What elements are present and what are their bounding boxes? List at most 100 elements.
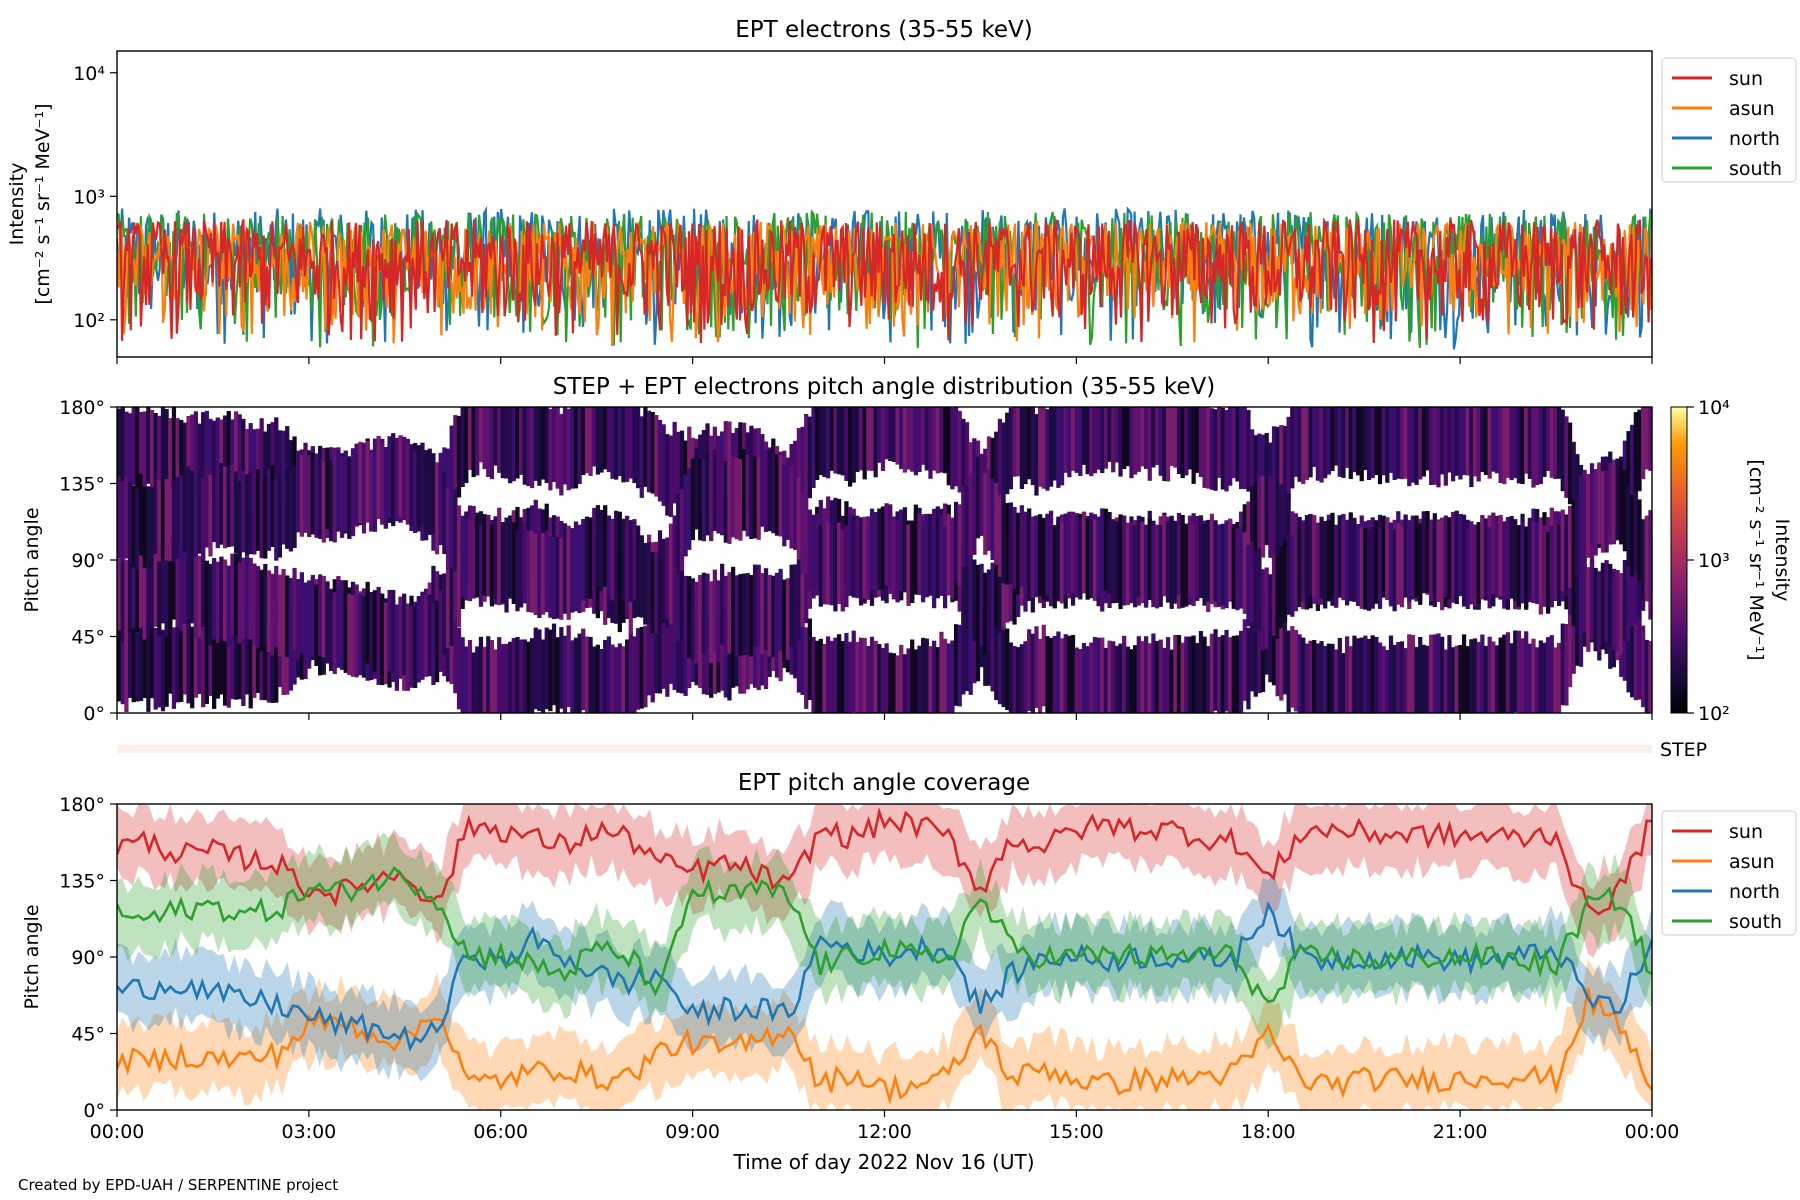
- heatmap-cell: [1198, 631, 1204, 713]
- heatmap-cell: [906, 524, 911, 606]
- heatmap-cell: [1450, 647, 1456, 713]
- heatmap-cell: [131, 547, 136, 629]
- heatmap-cell: [1070, 635, 1076, 713]
- heatmap-cell: [752, 564, 758, 647]
- heatmap-cell: [603, 505, 608, 587]
- heatmap-cell: [204, 410, 209, 493]
- heatmap-cell: [1103, 407, 1109, 469]
- heatmap-cell: [632, 636, 637, 713]
- heatmap-cell: [1370, 527, 1375, 609]
- heatmap-cell: [354, 595, 359, 678]
- heatmap-cell: [149, 487, 155, 569]
- heatmap-cell: [489, 407, 495, 480]
- heatmap-cell: [1520, 407, 1525, 485]
- heatmap-cell: [683, 575, 688, 658]
- heatmap-cell: [888, 504, 893, 586]
- heatmap-cell: [836, 407, 842, 475]
- heatmap-cell: [160, 407, 166, 485]
- heatmap-cell: [540, 407, 546, 480]
- heatmap-cell: [1531, 521, 1536, 603]
- heatmap-cell: [1136, 636, 1141, 713]
- heatmap-cell: [522, 521, 527, 604]
- heatmap-cell: [1502, 527, 1507, 609]
- heatmap-cell: [635, 628, 641, 710]
- heatmap-cell: [1637, 499, 1642, 581]
- heatmap-cell: [1443, 649, 1448, 713]
- heatmap-cell: [1447, 407, 1452, 473]
- heatmap-cell: [420, 598, 425, 680]
- heatmap-cell: [826, 407, 831, 479]
- heatmap-cell: [281, 462, 286, 545]
- heatmap-cell: [310, 452, 315, 535]
- heatmap-cell: [175, 477, 180, 559]
- heatmap-cell: [826, 636, 831, 713]
- heatmap-cell: [208, 614, 213, 696]
- heatmap-cell: [1023, 407, 1028, 485]
- heatmap-cell: [529, 638, 535, 713]
- heatmap-cell: [1019, 407, 1024, 489]
- heatmap-cell: [1571, 499, 1576, 581]
- heatmap-cell: [990, 478, 995, 560]
- heatmap-cell: [1527, 407, 1532, 479]
- heatmap-cell: [818, 407, 823, 476]
- heatmap-cell: [1619, 462, 1624, 545]
- series-line-sun: [117, 216, 1652, 344]
- heatmap-cell: [632, 519, 637, 601]
- heatmap-cell: [1440, 407, 1445, 475]
- heatmap-cell: [1246, 544, 1251, 627]
- panel3-title: EPT pitch angle coverage: [738, 770, 1030, 796]
- heatmap-cell: [1549, 407, 1554, 478]
- heatmap-cell: [595, 644, 601, 713]
- heatmap-cell: [358, 441, 363, 524]
- heatmap-cell: [807, 509, 812, 592]
- heatmap-cell: [1407, 634, 1412, 713]
- heatmap-cell: [1560, 409, 1565, 492]
- heatmap-cell: [975, 456, 981, 539]
- heatmap-cell: [694, 447, 699, 530]
- heatmap-cell: [263, 477, 268, 559]
- heatmap-cell: [456, 505, 462, 587]
- heatmap-cell: [171, 627, 177, 709]
- heatmap-cell: [639, 627, 644, 709]
- x-tick-label: 21:00: [1433, 1121, 1488, 1143]
- heatmap-cell: [800, 426, 805, 509]
- heatmap-cell: [895, 520, 900, 603]
- heatmap-cell: [1392, 644, 1397, 713]
- heatmap-cell: [1282, 425, 1288, 508]
- heatmap-cell: [1209, 522, 1215, 605]
- heatmap-cell: [738, 459, 743, 541]
- heatmap-cell: [1173, 407, 1178, 468]
- heatmap-cell: [120, 622, 125, 705]
- heatmap-cell: [566, 408, 571, 491]
- heatmap-cell: [997, 622, 1003, 705]
- heatmap-cell: [215, 617, 220, 699]
- heatmap-cell: [1641, 625, 1646, 708]
- heatmap-cell: [1531, 638, 1536, 713]
- heatmap-cell: [186, 621, 191, 704]
- y-tick-label: 180°: [59, 794, 105, 816]
- heatmap-cell: [233, 553, 239, 635]
- heatmap-cell: [215, 466, 220, 549]
- heatmap-cell: [179, 475, 184, 557]
- heatmap-cell: [1363, 635, 1368, 713]
- heatmap-cell: [117, 548, 122, 631]
- legend-label-sun: sun: [1729, 68, 1763, 90]
- heatmap-cell: [1290, 535, 1295, 617]
- heatmap-cell: [672, 515, 677, 597]
- heatmap-cell: [687, 426, 692, 509]
- heatmap-cell: [1582, 477, 1587, 560]
- heatmap-cell: [1213, 520, 1218, 602]
- heatmap-cell: [1516, 407, 1522, 484]
- heatmap-cell: [676, 559, 681, 642]
- heatmap-cell: [1571, 544, 1576, 627]
- step-label: STEP: [1660, 739, 1707, 761]
- heatmap-cell: [555, 407, 560, 489]
- legend-label-asun: asun: [1729, 98, 1775, 120]
- heatmap-cell: [208, 418, 213, 501]
- heatmap-cell: [142, 411, 147, 493]
- heatmap-cell: [1355, 407, 1361, 476]
- heatmap-cell: [1059, 521, 1065, 604]
- heatmap-cell: [259, 569, 264, 652]
- heatmap-cell: [1461, 407, 1467, 475]
- heatmap-cell: [1304, 515, 1310, 597]
